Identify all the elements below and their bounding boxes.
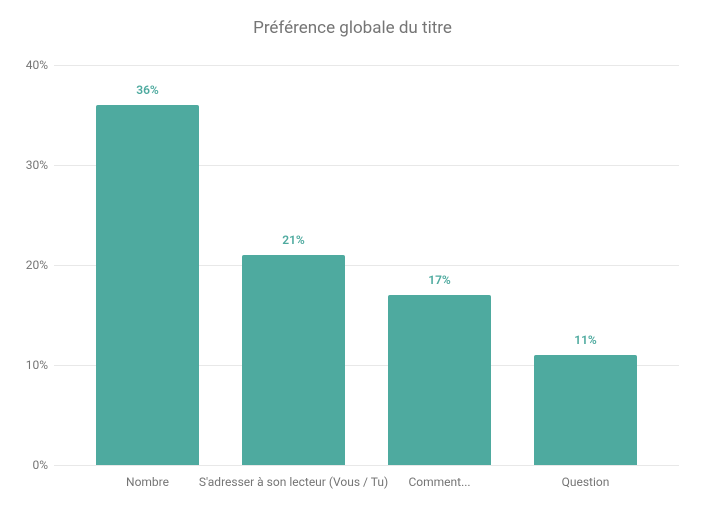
x-axis-label: Comment... [408,475,470,489]
plot-area: 0%10%20%30%40%36%Nombre21%S'adresser à s… [54,65,679,465]
y-axis-label: 0% [20,458,48,472]
bar-chart: Préférence globale du titre 0%10%20%30%4… [0,0,705,520]
gridline [54,465,679,466]
x-axis-label: S'adresser à son lecteur (Vous / Tu) [199,475,388,489]
gridline [54,65,679,66]
bar: 11% [534,355,637,465]
x-axis-label: Question [562,475,610,489]
bar: 21% [242,255,345,465]
bar: 36% [96,105,199,465]
y-axis-label: 30% [20,158,48,172]
bar-value-label: 36% [136,83,159,97]
y-axis-label: 20% [20,258,48,272]
x-axis-label: Nombre [126,475,169,489]
chart-title: Préférence globale du titre [0,18,705,38]
bar: 17% [388,295,491,465]
y-axis-label: 40% [20,58,48,72]
bar-value-label: 11% [574,333,597,347]
bar-value-label: 21% [282,233,305,247]
y-axis-label: 10% [20,358,48,372]
bar-value-label: 17% [428,273,451,287]
